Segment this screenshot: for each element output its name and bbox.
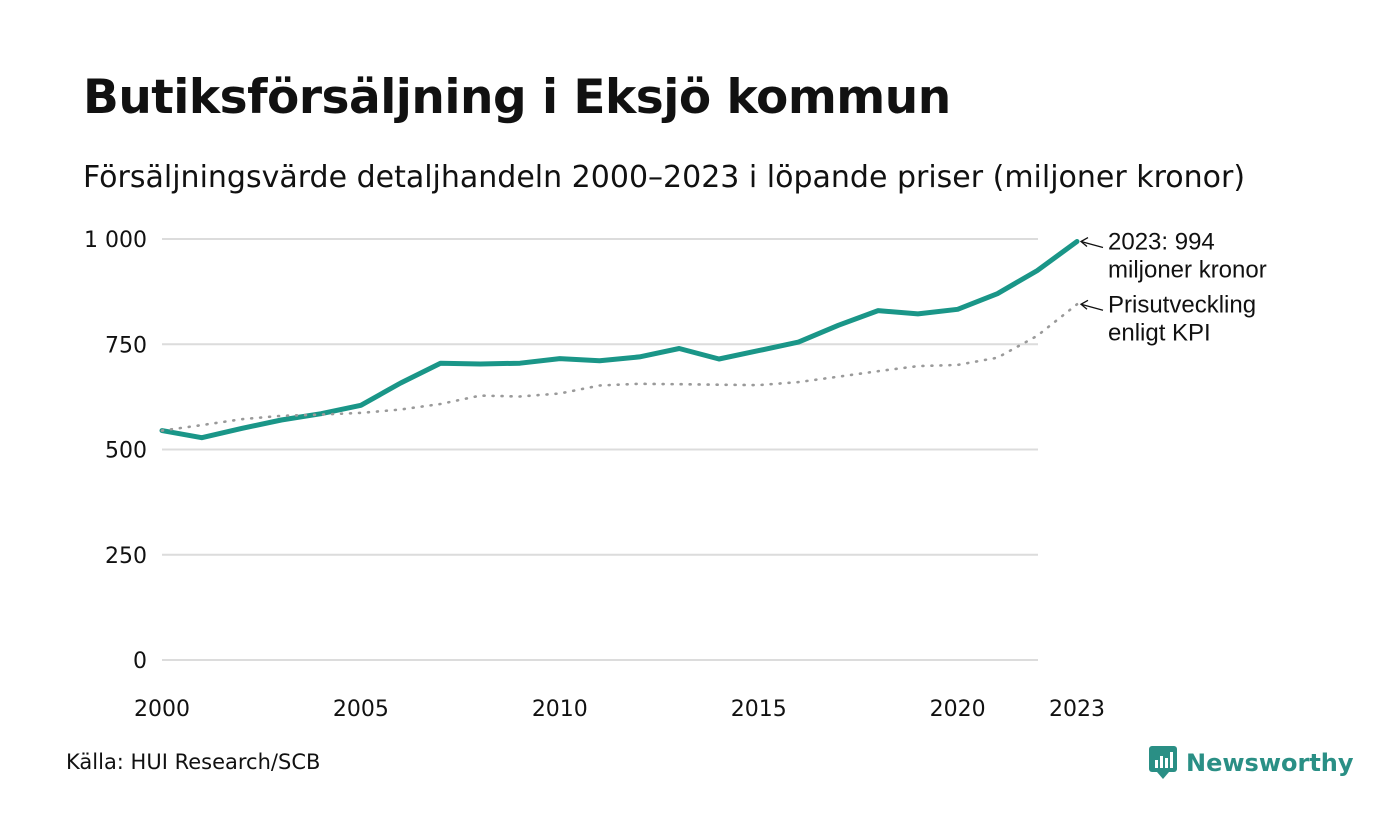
arrow-shaft [1080,303,1104,311]
brand-name: Newsworthy [1186,749,1354,777]
y-tick-label: 1 000 [84,228,147,253]
sales-line [159,239,1080,441]
y-tick-label: 750 [105,333,147,358]
arrow-head [1079,236,1089,248]
sales-annotation-line-2: miljoner kronor [1108,257,1267,284]
grid-lines [162,238,1038,661]
sales-annotation-line-1: 2023: 994 [1108,229,1215,256]
series-lines [159,239,1080,441]
y-axis-ticks: 0 250 500 750 1 000 [84,228,147,674]
source-note: Källa: HUI Research/SCB [66,750,321,774]
arrow-shaft [1080,240,1104,249]
kpi-annotation-arrow [1079,299,1104,311]
x-tick-label: 2010 [532,697,588,722]
kpi-line [160,302,1079,432]
y-tick-label: 250 [105,544,147,569]
x-tick-label: 2015 [731,697,787,722]
x-tick-label: 2000 [134,697,190,722]
kpi-annotation-line-2: enligt KPI [1108,319,1211,346]
x-tick-label: 2020 [930,697,986,722]
chart-subtitle: Försäljningsvärde detaljhandeln 2000–202… [83,160,1246,195]
y-tick-label: 500 [105,439,147,464]
kpi-annotation-line-1: Prisutveckling [1108,291,1256,318]
x-axis-ticks: 2000 2005 2010 2015 2020 2023 [134,697,1105,722]
chart-title: Butiksförsäljning i Eksjö kommun [83,70,951,125]
x-tick-label: 2005 [333,697,389,722]
brand-logo: Newsworthy [1148,745,1354,781]
y-tick-label: 0 [133,649,147,674]
arrow-head [1079,299,1089,310]
sales-annotation-arrow [1079,236,1104,249]
newsworthy-logo-icon [1149,746,1177,779]
x-tick-label: 2023 [1049,697,1105,722]
